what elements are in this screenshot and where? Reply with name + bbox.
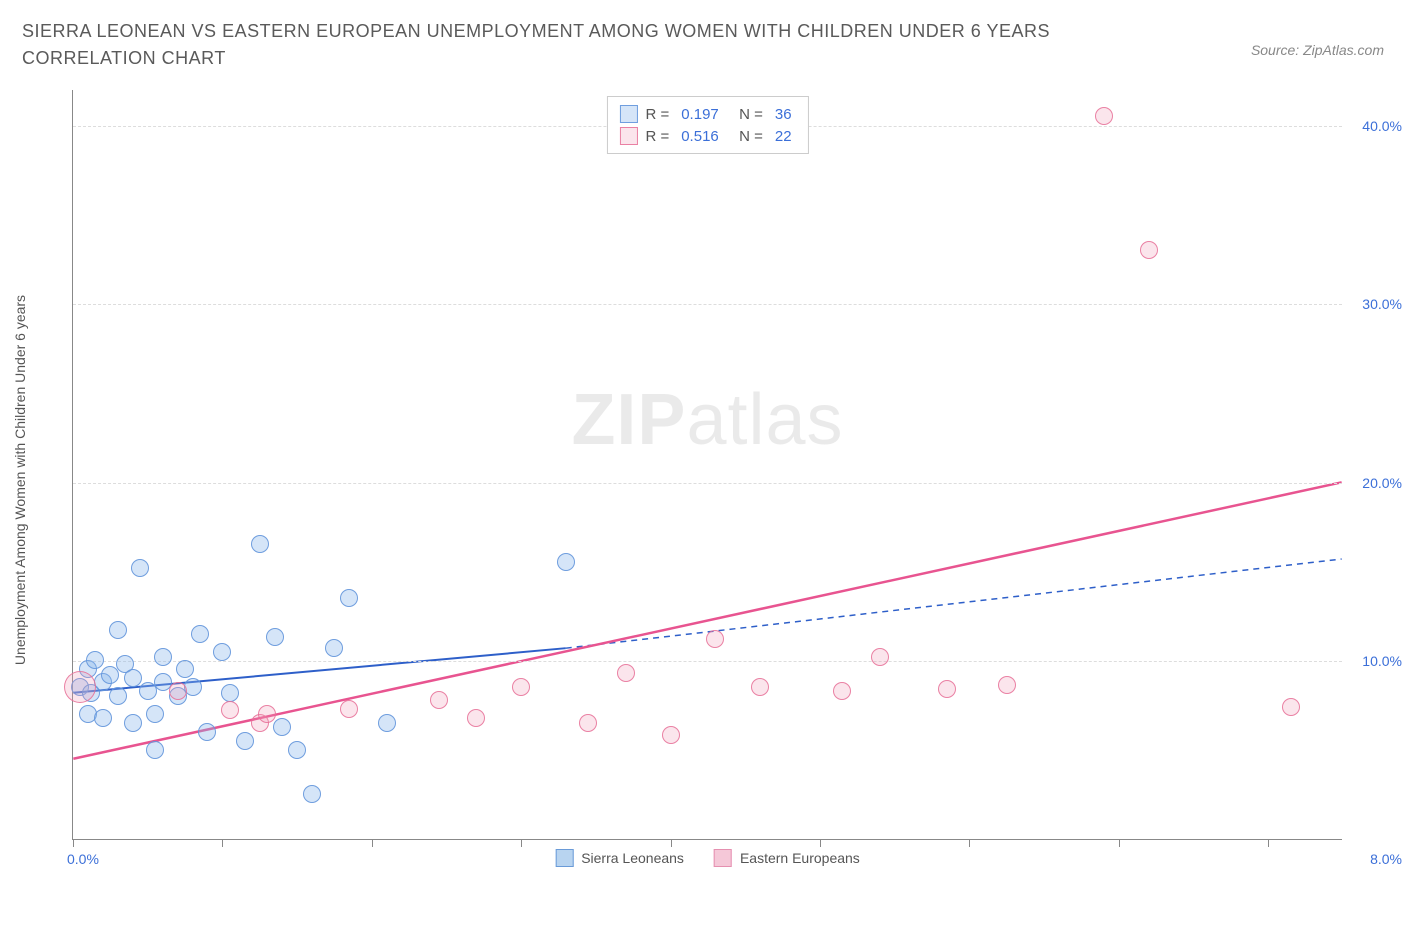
point-sierra-leonean <box>288 741 306 759</box>
x-tick <box>671 839 672 847</box>
legend-swatch-icon <box>714 849 732 867</box>
series-legend: Sierra Leoneans Eastern Europeans <box>555 849 860 867</box>
point-eastern-european <box>662 726 680 744</box>
point-eastern-european <box>1095 107 1113 125</box>
point-sierra-leonean <box>303 785 321 803</box>
point-sierra-leonean <box>146 705 164 723</box>
point-eastern-european <box>340 700 358 718</box>
point-sierra-leonean <box>146 741 164 759</box>
stat-n-label: N = <box>731 106 763 123</box>
stat-n-value: 22 <box>775 128 792 145</box>
stat-n-value: 36 <box>775 106 792 123</box>
point-sierra-leonean <box>273 718 291 736</box>
point-eastern-european <box>467 709 485 727</box>
stat-r-label: R = <box>645 106 669 123</box>
x-tick <box>820 839 821 847</box>
point-sierra-leonean <box>94 709 112 727</box>
stats-legend-row: R = 0.516 N = 22 <box>619 125 795 147</box>
stat-n-label: N = <box>731 128 763 145</box>
y-tick-label: 40.0% <box>1362 118 1402 134</box>
point-eastern-european <box>706 630 724 648</box>
point-sierra-leonean <box>213 643 231 661</box>
gridline <box>73 661 1342 662</box>
point-sierra-leonean <box>109 687 127 705</box>
y-tick-label: 20.0% <box>1362 475 1402 491</box>
point-sierra-leonean <box>325 639 343 657</box>
point-sierra-leonean <box>109 621 127 639</box>
chart-title: SIERRA LEONEAN VS EASTERN EUROPEAN UNEMP… <box>22 18 1112 72</box>
point-sierra-leonean <box>557 553 575 571</box>
point-sierra-leonean <box>124 714 142 732</box>
point-sierra-leonean <box>191 625 209 643</box>
x-tick <box>372 839 373 847</box>
point-eastern-european <box>579 714 597 732</box>
y-axis-title: Unemployment Among Women with Children U… <box>12 295 28 665</box>
point-eastern-european <box>617 664 635 682</box>
plot-area: ZIPatlas R =0.197 N =36R =0.516 N =22 0.… <box>72 90 1342 840</box>
point-eastern-european <box>221 701 239 719</box>
point-eastern-european <box>169 682 187 700</box>
x-tick <box>521 839 522 847</box>
point-sierra-leonean <box>184 678 202 696</box>
point-sierra-leonean <box>266 628 284 646</box>
stat-r-label: R = <box>645 128 669 145</box>
x-tick <box>1119 839 1120 847</box>
gridline <box>73 483 1342 484</box>
series-legend-item: Eastern Europeans <box>714 849 860 867</box>
y-tick-label: 30.0% <box>1362 296 1402 312</box>
x-tick <box>1268 839 1269 847</box>
point-sierra-leonean <box>251 535 269 553</box>
x-tick <box>73 839 74 847</box>
point-sierra-leonean <box>154 648 172 666</box>
x-tick <box>222 839 223 847</box>
legend-swatch-icon <box>619 127 637 145</box>
point-eastern-european <box>998 676 1016 694</box>
series-legend-item: Sierra Leoneans <box>555 849 684 867</box>
point-eastern-european <box>258 705 276 723</box>
point-sierra-leonean <box>340 589 358 607</box>
y-tick-label: 10.0% <box>1362 653 1402 669</box>
point-eastern-european <box>512 678 530 696</box>
stats-legend: R = 0.197 N = 36 R = 0.516 N = 22 <box>606 96 808 154</box>
point-sierra-leonean <box>198 723 216 741</box>
legend-swatch-icon <box>619 105 637 123</box>
stat-r-value: 0.516 <box>681 128 719 145</box>
series-legend-label: Eastern Europeans <box>740 850 860 866</box>
chart-container: Unemployment Among Women with Children U… <box>54 90 1384 870</box>
point-sierra-leonean <box>124 669 142 687</box>
point-sierra-leonean <box>86 651 104 669</box>
point-eastern-european <box>833 682 851 700</box>
point-eastern-european <box>751 678 769 696</box>
point-eastern-european <box>871 648 889 666</box>
source-attribution: Source: ZipAtlas.com <box>1251 42 1384 58</box>
legend-swatch-icon <box>555 849 573 867</box>
x-tick-end: 8.0% <box>1370 851 1402 867</box>
x-tick <box>969 839 970 847</box>
point-sierra-leonean <box>378 714 396 732</box>
x-tick-start: 0.0% <box>67 851 99 867</box>
point-eastern-european <box>64 671 96 703</box>
stat-r-value: 0.197 <box>681 106 719 123</box>
point-eastern-european <box>1140 241 1158 259</box>
point-sierra-leonean <box>176 660 194 678</box>
stats-legend-row: R = 0.197 N = 36 <box>619 103 795 125</box>
gridline <box>73 304 1342 305</box>
point-eastern-european <box>938 680 956 698</box>
point-sierra-leonean <box>236 732 254 750</box>
point-sierra-leonean <box>221 684 239 702</box>
series-legend-label: Sierra Leoneans <box>581 850 684 866</box>
point-sierra-leonean <box>131 559 149 577</box>
point-eastern-european <box>1282 698 1300 716</box>
point-eastern-european <box>430 691 448 709</box>
